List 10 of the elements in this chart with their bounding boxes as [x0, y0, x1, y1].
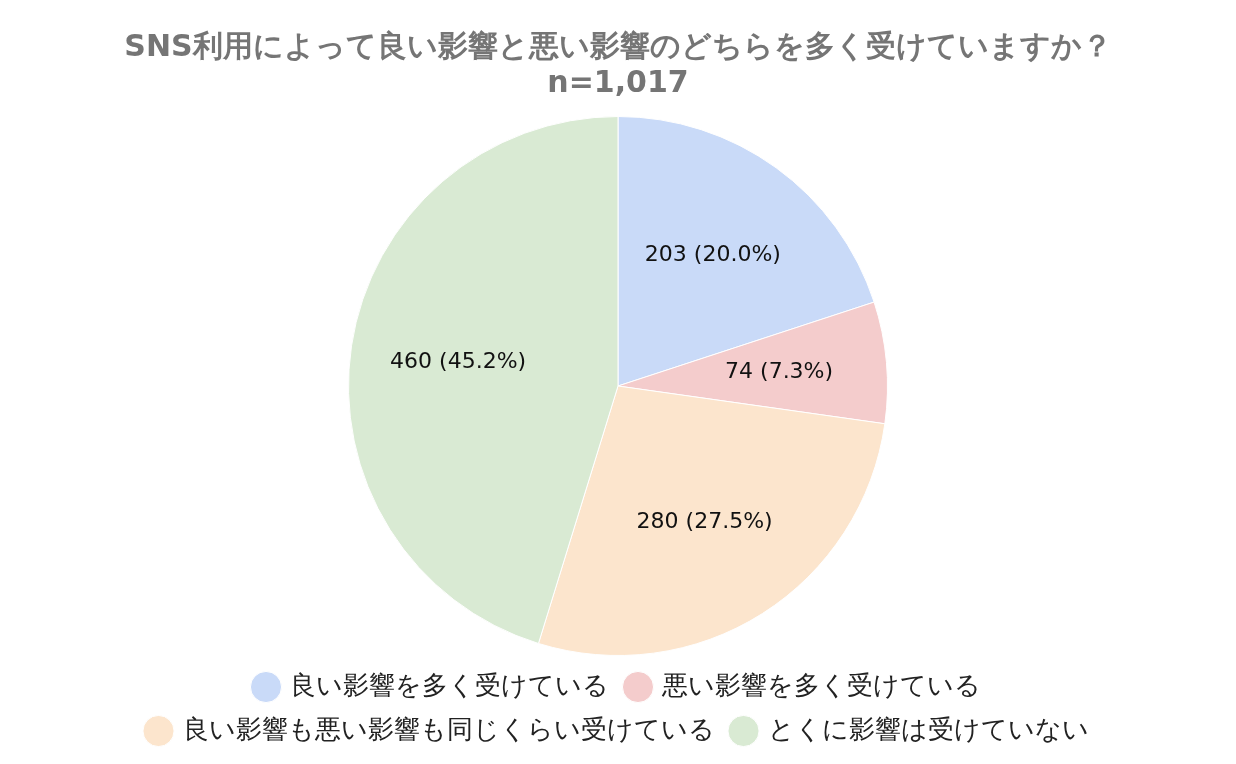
legend-label: 悪い影響を多く受けている — [661, 669, 981, 700]
legend-label: 良い影響も悪い影響も同じくらい受けている — [182, 713, 715, 744]
legend-label: 良い影響を多く受けている — [290, 669, 609, 700]
legend-label: とくに影響は受けていない — [767, 713, 1089, 744]
data-label: 203 (20.0%) — [644, 240, 781, 266]
chart-subtitle: n=1,017 — [547, 63, 689, 99]
data-label: 280 (27.5%) — [636, 508, 773, 534]
data-label: 74 (7.3%) — [725, 357, 834, 383]
chart-title: SNS利用によって良い影響と悪い影響のどちらを多く受けていますか？ — [124, 27, 1112, 63]
data-label: 460 (45.2%) — [390, 347, 527, 373]
